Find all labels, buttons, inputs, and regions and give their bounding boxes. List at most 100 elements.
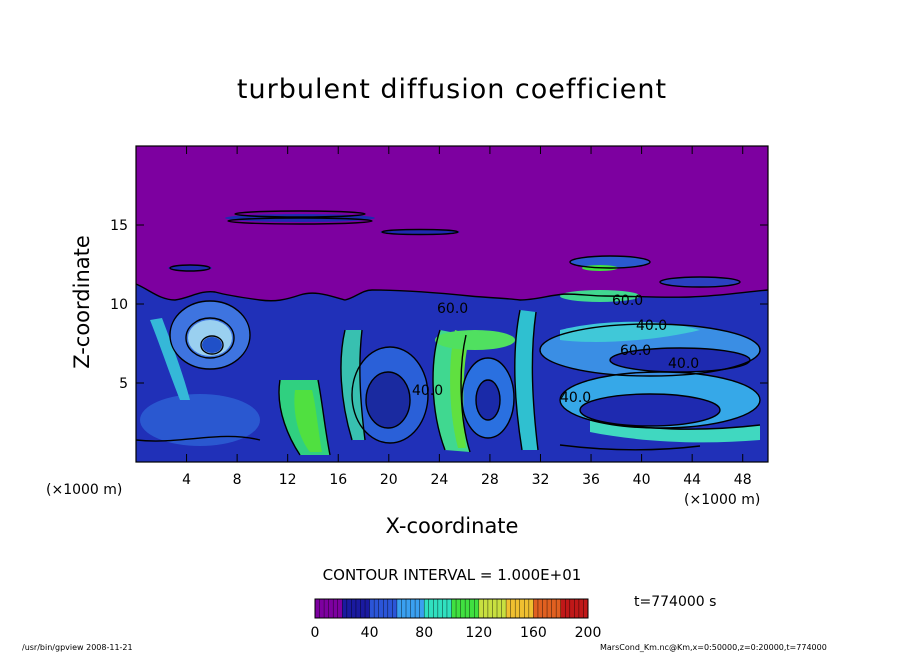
x-unit-label-right: (×1000 m) xyxy=(684,492,761,508)
x-tick-label: 8 xyxy=(233,472,242,488)
colorbar-cell xyxy=(451,599,457,618)
y-tick-label: 10 xyxy=(110,297,128,313)
colorbar-cell xyxy=(560,599,566,618)
footer-left: /usr/bin/gpview 2008-11-21 xyxy=(22,643,133,652)
y-axis-label: Z-coordinate xyxy=(70,235,94,369)
contour-label: 60.0 xyxy=(437,301,468,317)
colorbar-cell xyxy=(542,599,548,618)
colorbar-cell xyxy=(492,599,498,618)
colorbar-cell xyxy=(360,599,366,618)
colorbar-cell xyxy=(333,599,339,618)
colorbar-cell xyxy=(419,599,425,618)
colorbar-cell xyxy=(583,599,589,618)
colorbar-cell xyxy=(396,599,402,618)
colorbar-cell xyxy=(369,599,375,618)
colorbar-cell xyxy=(442,599,448,618)
contour-label: 40.0 xyxy=(560,390,591,406)
colorbar-cell xyxy=(433,599,439,618)
x-axis: 4 8 12 16 20 24 28 32 36 40 44 48 xyxy=(182,146,752,488)
colorbar-cell xyxy=(456,599,461,618)
colorbar-cell xyxy=(406,599,411,618)
colorbar-cell xyxy=(533,599,539,618)
contour-label: 60.0 xyxy=(620,343,651,359)
colorbar-cell xyxy=(337,599,343,618)
x-tick-label: 40 xyxy=(633,472,651,488)
chart-title: turbulent diffusion coefficient xyxy=(236,74,668,105)
x-tick-label: 24 xyxy=(430,472,448,488)
x-tick-label: 12 xyxy=(279,472,297,488)
x-tick-label: 48 xyxy=(734,472,752,488)
x-tick-label: 44 xyxy=(683,472,701,488)
colorbar-cell xyxy=(342,599,348,618)
colorbar-cell xyxy=(574,599,580,618)
colorbar-cell xyxy=(346,599,352,618)
colorbar-cell xyxy=(315,599,320,618)
colorbar-cell xyxy=(578,599,584,618)
colorbar-cell xyxy=(401,599,407,618)
colorbar-cell xyxy=(328,599,334,618)
y-tick-label: 15 xyxy=(110,218,128,234)
contour-label: 40.0 xyxy=(668,356,699,372)
colorbar-cell xyxy=(465,599,470,618)
colorbar-cell xyxy=(415,599,420,618)
colorbar-cell xyxy=(387,599,393,618)
time-label: t=774000 s xyxy=(634,594,717,610)
x-tick-label: 16 xyxy=(329,472,347,488)
colorbar-tick-label: 200 xyxy=(575,625,602,641)
colorbar-cell xyxy=(365,599,370,618)
x-tick-label: 32 xyxy=(532,472,550,488)
colorbar-cell xyxy=(378,599,384,618)
colorbar-cell xyxy=(519,599,525,618)
colorbar-tick-label: 0 xyxy=(311,625,320,641)
colorbar-cell xyxy=(324,599,329,618)
colorbar-cell xyxy=(474,599,480,618)
x-axis-label: X-coordinate xyxy=(385,514,519,538)
colorbar-cell xyxy=(524,599,530,618)
colorbar-frame xyxy=(314,598,589,619)
colorbar-cell xyxy=(506,599,511,618)
colorbar-cell xyxy=(392,599,398,618)
x-tick-label: 20 xyxy=(380,472,398,488)
x-unit-label-left: (×1000 m) xyxy=(46,482,123,498)
footer-right: MarsCond_Km.nc@Km,x=0:50000,z=0:20000,t=… xyxy=(600,643,827,652)
colorbar-cell xyxy=(355,599,361,618)
colorbar-tick-label: 40 xyxy=(361,625,379,641)
colorbar-cell xyxy=(478,599,484,618)
colorbar-tick-label: 120 xyxy=(465,625,492,641)
colorbar-cell xyxy=(460,599,466,618)
colorbar-cell xyxy=(569,599,575,618)
colorbar-tick-label: 80 xyxy=(415,625,433,641)
colorbar-cell xyxy=(528,599,534,618)
colorbar-cell xyxy=(483,599,489,618)
colorbar-cell xyxy=(319,599,325,618)
colorbar-cell xyxy=(515,599,521,618)
colorbar-cell xyxy=(487,599,493,618)
x-tick-label: 28 xyxy=(481,472,499,488)
contour-interval-label: CONTOUR INTERVAL = 1.000E+01 xyxy=(322,566,582,584)
contour-label: 40.0 xyxy=(636,318,667,334)
y-tick-label: 5 xyxy=(119,376,128,392)
colorbar-cell xyxy=(410,599,416,618)
colorbar-cell xyxy=(497,599,502,618)
colorbar-cell xyxy=(424,599,430,618)
colorbar-cell xyxy=(469,599,475,618)
contour-label: 40.0 xyxy=(412,383,443,399)
colorbar-cell xyxy=(501,599,507,618)
x-tick-label: 36 xyxy=(582,472,600,488)
contour-labels: 60.0 60.0 40.0 40.0 60.0 40.0 40.0 xyxy=(412,293,699,406)
colorbar-cell xyxy=(428,599,434,618)
colorbar-cell xyxy=(547,599,552,618)
colorbar-cell xyxy=(437,599,443,618)
colorbar-cell xyxy=(537,599,543,618)
colorbar-cell xyxy=(446,599,452,618)
contour-layer xyxy=(136,210,768,456)
colorbar xyxy=(314,599,589,618)
y-axis: 5 10 15 xyxy=(110,218,768,392)
contour-label: 60.0 xyxy=(612,293,643,309)
colorbar-cell xyxy=(565,599,571,618)
colorbar-cell xyxy=(351,599,357,618)
colorbar-cell xyxy=(374,599,379,618)
colorbar-cell xyxy=(551,599,557,618)
colorbar-tick-label: 160 xyxy=(520,625,547,641)
